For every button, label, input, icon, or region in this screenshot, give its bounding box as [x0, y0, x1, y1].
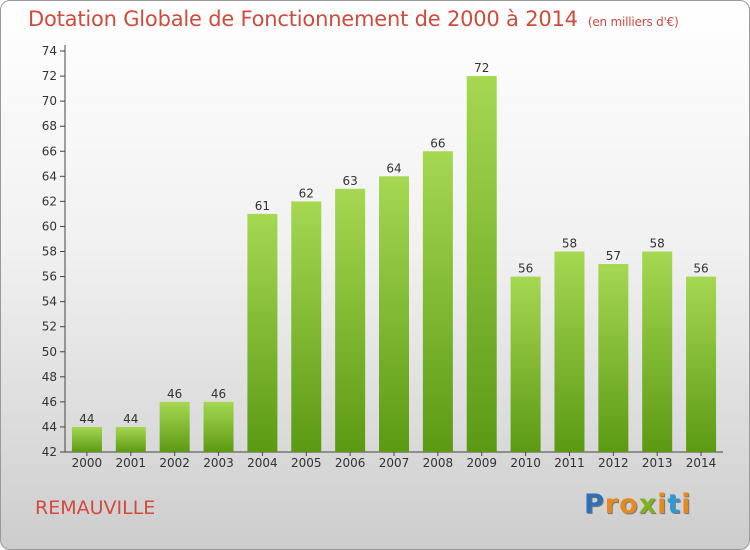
data-label: 58 [562, 237, 577, 251]
data-label: 46 [167, 387, 182, 401]
commune-name: REMAUVILLE [35, 497, 156, 519]
x-tick-label: 2007 [379, 456, 410, 470]
data-label: 56 [693, 262, 708, 276]
y-tick-label: 58 [42, 245, 57, 259]
data-label: 66 [430, 136, 445, 150]
bar [466, 76, 497, 452]
x-tick-label: 2010 [510, 456, 541, 470]
bar [291, 201, 322, 452]
y-tick-label: 72 [42, 69, 57, 83]
proxiti-logo[interactable]: Proxiti [584, 489, 692, 520]
y-tick-label: 60 [42, 219, 57, 233]
y-tick-label: 64 [42, 169, 57, 183]
bar [686, 276, 717, 452]
bar [379, 176, 409, 452]
logo-letter: r [604, 489, 620, 520]
x-tick-label: 2009 [466, 456, 497, 470]
bar [598, 264, 629, 452]
y-tick-label: 48 [42, 370, 57, 384]
x-tick-label: 2003 [203, 456, 234, 470]
y-tick-label: 62 [42, 194, 57, 208]
x-tick-label: 2008 [423, 456, 454, 470]
data-label: 44 [79, 412, 94, 426]
y-tick-label: 74 [42, 44, 57, 58]
bar [159, 401, 190, 452]
y-tick-label: 46 [42, 395, 57, 409]
y-tick-label: 66 [42, 144, 57, 158]
logo-letter: o [619, 489, 639, 520]
data-label: 57 [606, 249, 621, 263]
data-label: 58 [650, 237, 665, 251]
bar [554, 251, 585, 452]
x-tick-label: 2013 [642, 456, 673, 470]
data-label: 63 [342, 174, 357, 188]
x-tick-label: 2011 [554, 456, 585, 470]
bar [115, 426, 146, 452]
x-tick-label: 2006 [335, 456, 366, 470]
bar [203, 401, 234, 452]
bar [335, 188, 366, 452]
y-tick-label: 70 [42, 94, 57, 108]
data-label: 56 [518, 262, 533, 276]
y-tick-label: 50 [42, 345, 57, 359]
logo-letter: x [638, 489, 658, 520]
data-label: 72 [474, 61, 489, 75]
x-tick-label: 2001 [116, 456, 147, 470]
chart-title-text: Dotation Globale de Fonctionnement de 20… [28, 7, 578, 31]
logo-letter: i [657, 489, 668, 520]
bar [642, 251, 673, 452]
bar [510, 276, 541, 452]
bar [71, 426, 102, 452]
y-tick-label: 52 [42, 320, 57, 334]
y-tick-label: 44 [42, 420, 57, 434]
data-label: 61 [255, 199, 270, 213]
x-tick-label: 2000 [72, 456, 103, 470]
y-tick-label: 56 [42, 270, 57, 284]
x-tick-label: 2012 [598, 456, 629, 470]
chart-unit: (en milliers d'€) [587, 15, 679, 29]
bar [247, 213, 278, 452]
logo-letter: P [584, 489, 605, 520]
y-tick-label: 68 [42, 119, 57, 133]
x-tick-label: 2004 [247, 456, 278, 470]
data-label: 46 [211, 387, 226, 401]
x-tick-label: 2005 [291, 456, 322, 470]
x-tick-label: 2002 [159, 456, 190, 470]
data-label: 64 [386, 161, 401, 175]
y-tick-label: 42 [42, 445, 57, 459]
x-tick-label: 2014 [686, 456, 717, 470]
bar [422, 151, 453, 452]
data-label: 44 [123, 412, 138, 426]
chart-title: Dotation Globale de Fonctionnement de 20… [28, 7, 679, 31]
logo-letter: t [667, 489, 682, 520]
logo-letter: i [681, 489, 692, 520]
data-label: 62 [299, 186, 314, 200]
y-tick-label: 54 [42, 295, 57, 309]
